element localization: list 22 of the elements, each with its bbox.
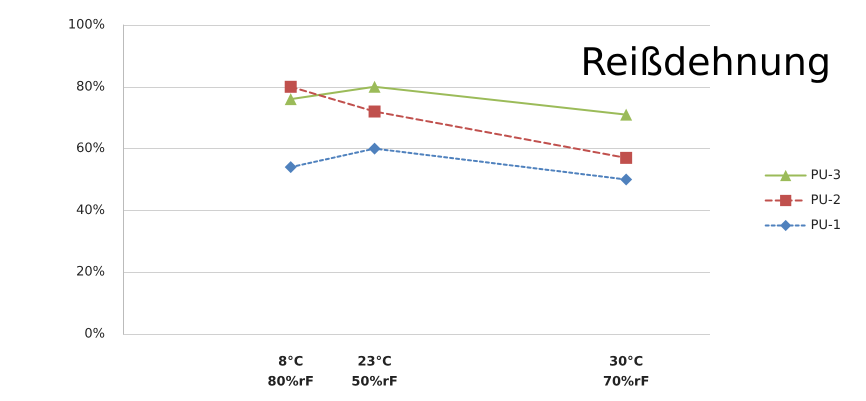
legend-label: PU-3 bbox=[810, 168, 842, 183]
y-tick-label: 60% bbox=[76, 141, 105, 156]
point bbox=[284, 93, 297, 106]
x-tick-label: 23°C 50%rF bbox=[351, 354, 398, 390]
point bbox=[368, 80, 381, 93]
y-tick-label: 20% bbox=[76, 264, 105, 280]
point bbox=[284, 80, 297, 93]
chart-title: Reißdehnung bbox=[580, 40, 832, 84]
y-tick-label: 80% bbox=[76, 79, 105, 94]
point bbox=[620, 108, 632, 121]
point bbox=[284, 161, 297, 174]
y-tick-label: 40% bbox=[76, 202, 105, 218]
x-tick-label: 30°C 70%rF bbox=[602, 354, 650, 390]
legend-label: PU-2 bbox=[810, 193, 842, 208]
point bbox=[620, 174, 632, 186]
y-tick-label: 0% bbox=[84, 326, 105, 342]
x-tick-label: 8°C 80%rF bbox=[268, 354, 314, 390]
y-tick-label: 100% bbox=[68, 18, 105, 32]
legend-label: PU-1 bbox=[810, 218, 842, 233]
point bbox=[368, 142, 381, 155]
point bbox=[620, 152, 632, 164]
point bbox=[368, 106, 381, 118]
